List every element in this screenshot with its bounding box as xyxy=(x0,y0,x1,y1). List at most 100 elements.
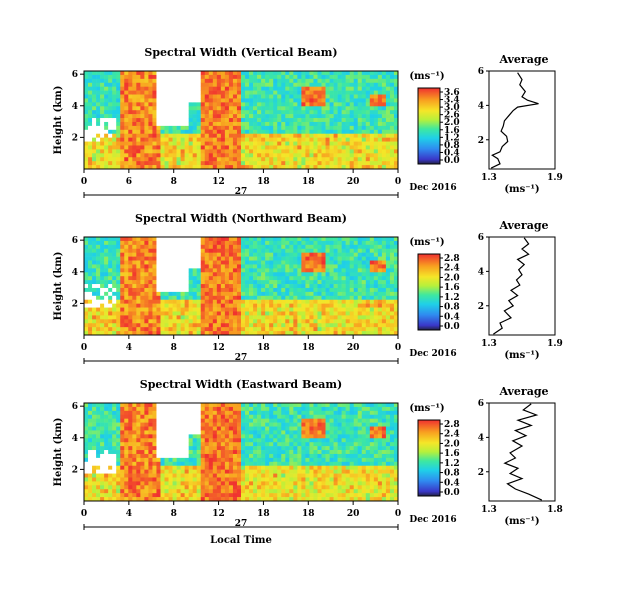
heatmap-cell xyxy=(144,82,149,87)
y-axis-label: Height (km) xyxy=(53,252,64,321)
heatmap-cell xyxy=(393,311,399,316)
heatmap-cell xyxy=(373,260,379,265)
heatmap-cell xyxy=(232,403,238,408)
heatmap-cell xyxy=(196,457,202,463)
heatmap-cell xyxy=(321,307,326,312)
heatmap-cell xyxy=(136,453,141,459)
heatmap-cell xyxy=(120,157,125,162)
heatmap-cell xyxy=(172,248,177,253)
heatmap-cell xyxy=(361,133,367,138)
heatmap-cell xyxy=(200,86,206,91)
heatmap-cell xyxy=(96,461,101,467)
heatmap-cell xyxy=(188,137,193,142)
heatmap-cell xyxy=(341,133,346,138)
heatmap-cell xyxy=(156,268,161,273)
heatmap-cell xyxy=(269,291,274,297)
heatmap-cell xyxy=(381,284,387,289)
heatmap-cell xyxy=(321,315,326,320)
heatmap-cell xyxy=(228,74,234,80)
heatmap-cell xyxy=(381,90,387,95)
heatmap-cell xyxy=(120,98,125,103)
heatmap-cell xyxy=(132,319,137,324)
heatmap-cell xyxy=(200,118,206,123)
heatmap-cell xyxy=(341,82,346,87)
heatmap-cell xyxy=(128,121,133,127)
heatmap-cell xyxy=(236,129,242,135)
heatmap-cell xyxy=(389,327,395,332)
heatmap-cell xyxy=(108,457,113,463)
heatmap-cell xyxy=(309,78,314,84)
heatmap-cell xyxy=(245,121,250,127)
heatmap-cell xyxy=(124,469,129,474)
heatmap-cell xyxy=(377,284,383,289)
heatmap-cell xyxy=(192,280,198,285)
heatmap-cell xyxy=(144,125,149,131)
heatmap-cell xyxy=(88,260,93,265)
heatmap-cell xyxy=(224,141,230,146)
heatmap-cell xyxy=(164,268,169,273)
heatmap-cell xyxy=(208,311,214,316)
heatmap-cell xyxy=(200,264,206,269)
heatmap-cell xyxy=(136,145,141,150)
heatmap-cell xyxy=(196,453,202,459)
heatmap-cell xyxy=(192,276,198,281)
heatmap-cell xyxy=(241,121,246,127)
heatmap-cell xyxy=(317,165,322,170)
heatmap-cell xyxy=(309,118,314,123)
heatmap-cell xyxy=(305,244,310,250)
heatmap-cell xyxy=(140,240,145,246)
heatmap-cell xyxy=(148,403,153,408)
heatmap-cell xyxy=(389,118,395,123)
heatmap-cell xyxy=(377,248,383,253)
colorbar-tick-label: 1.2 xyxy=(444,293,460,303)
heatmap-cell xyxy=(104,438,109,443)
heatmap-cell xyxy=(301,102,306,107)
heatmap-cell xyxy=(257,157,262,162)
heatmap-cell xyxy=(216,477,222,482)
heatmap-cell xyxy=(305,327,310,332)
heatmap-cell xyxy=(216,450,222,455)
heatmap-cell xyxy=(289,244,294,250)
heatmap-cell xyxy=(140,137,145,142)
heatmap-cell xyxy=(349,153,355,158)
heatmap-cell xyxy=(212,303,218,308)
heatmap-cell xyxy=(289,90,294,95)
heatmap-cell xyxy=(148,161,153,166)
heatmap-cell xyxy=(341,145,346,150)
heatmap-cell xyxy=(369,74,375,80)
heatmap-cell xyxy=(172,311,177,316)
heatmap-cell xyxy=(152,280,157,285)
heatmap-cell xyxy=(277,303,282,308)
heatmap-cell xyxy=(245,323,250,328)
heatmap-cell xyxy=(253,299,258,304)
heatmap-cell xyxy=(168,489,173,494)
heatmap-cell xyxy=(281,331,286,336)
heatmap-cell xyxy=(176,446,181,451)
heatmap-cell xyxy=(261,276,266,281)
heatmap-cell xyxy=(389,256,395,261)
heatmap-cell xyxy=(232,244,238,250)
heatmap-cell xyxy=(333,244,338,250)
heatmap-cell xyxy=(236,323,242,328)
heatmap-cell xyxy=(236,450,242,455)
heatmap-cell xyxy=(108,102,113,107)
heatmap-cell xyxy=(156,442,161,447)
heatmap-cell xyxy=(92,121,97,127)
heatmap-cell xyxy=(96,299,101,304)
heatmap-cell xyxy=(373,133,379,138)
heatmap-cell xyxy=(341,311,346,316)
heatmap-cell xyxy=(373,125,379,131)
heatmap-cell xyxy=(140,90,145,95)
heatmap-cell xyxy=(341,303,346,308)
heatmap-cell xyxy=(112,94,117,99)
heatmap-cell xyxy=(184,268,189,273)
heatmap-cell xyxy=(196,145,202,150)
heatmap-cell xyxy=(116,78,121,84)
heatmap-cell xyxy=(361,280,367,285)
heatmap-cell xyxy=(365,280,371,285)
heatmap-cell xyxy=(172,237,177,242)
heatmap-cell xyxy=(168,287,173,293)
heatmap-cell xyxy=(120,137,125,142)
heatmap-cell xyxy=(385,74,391,80)
heatmap-cell xyxy=(204,481,210,486)
